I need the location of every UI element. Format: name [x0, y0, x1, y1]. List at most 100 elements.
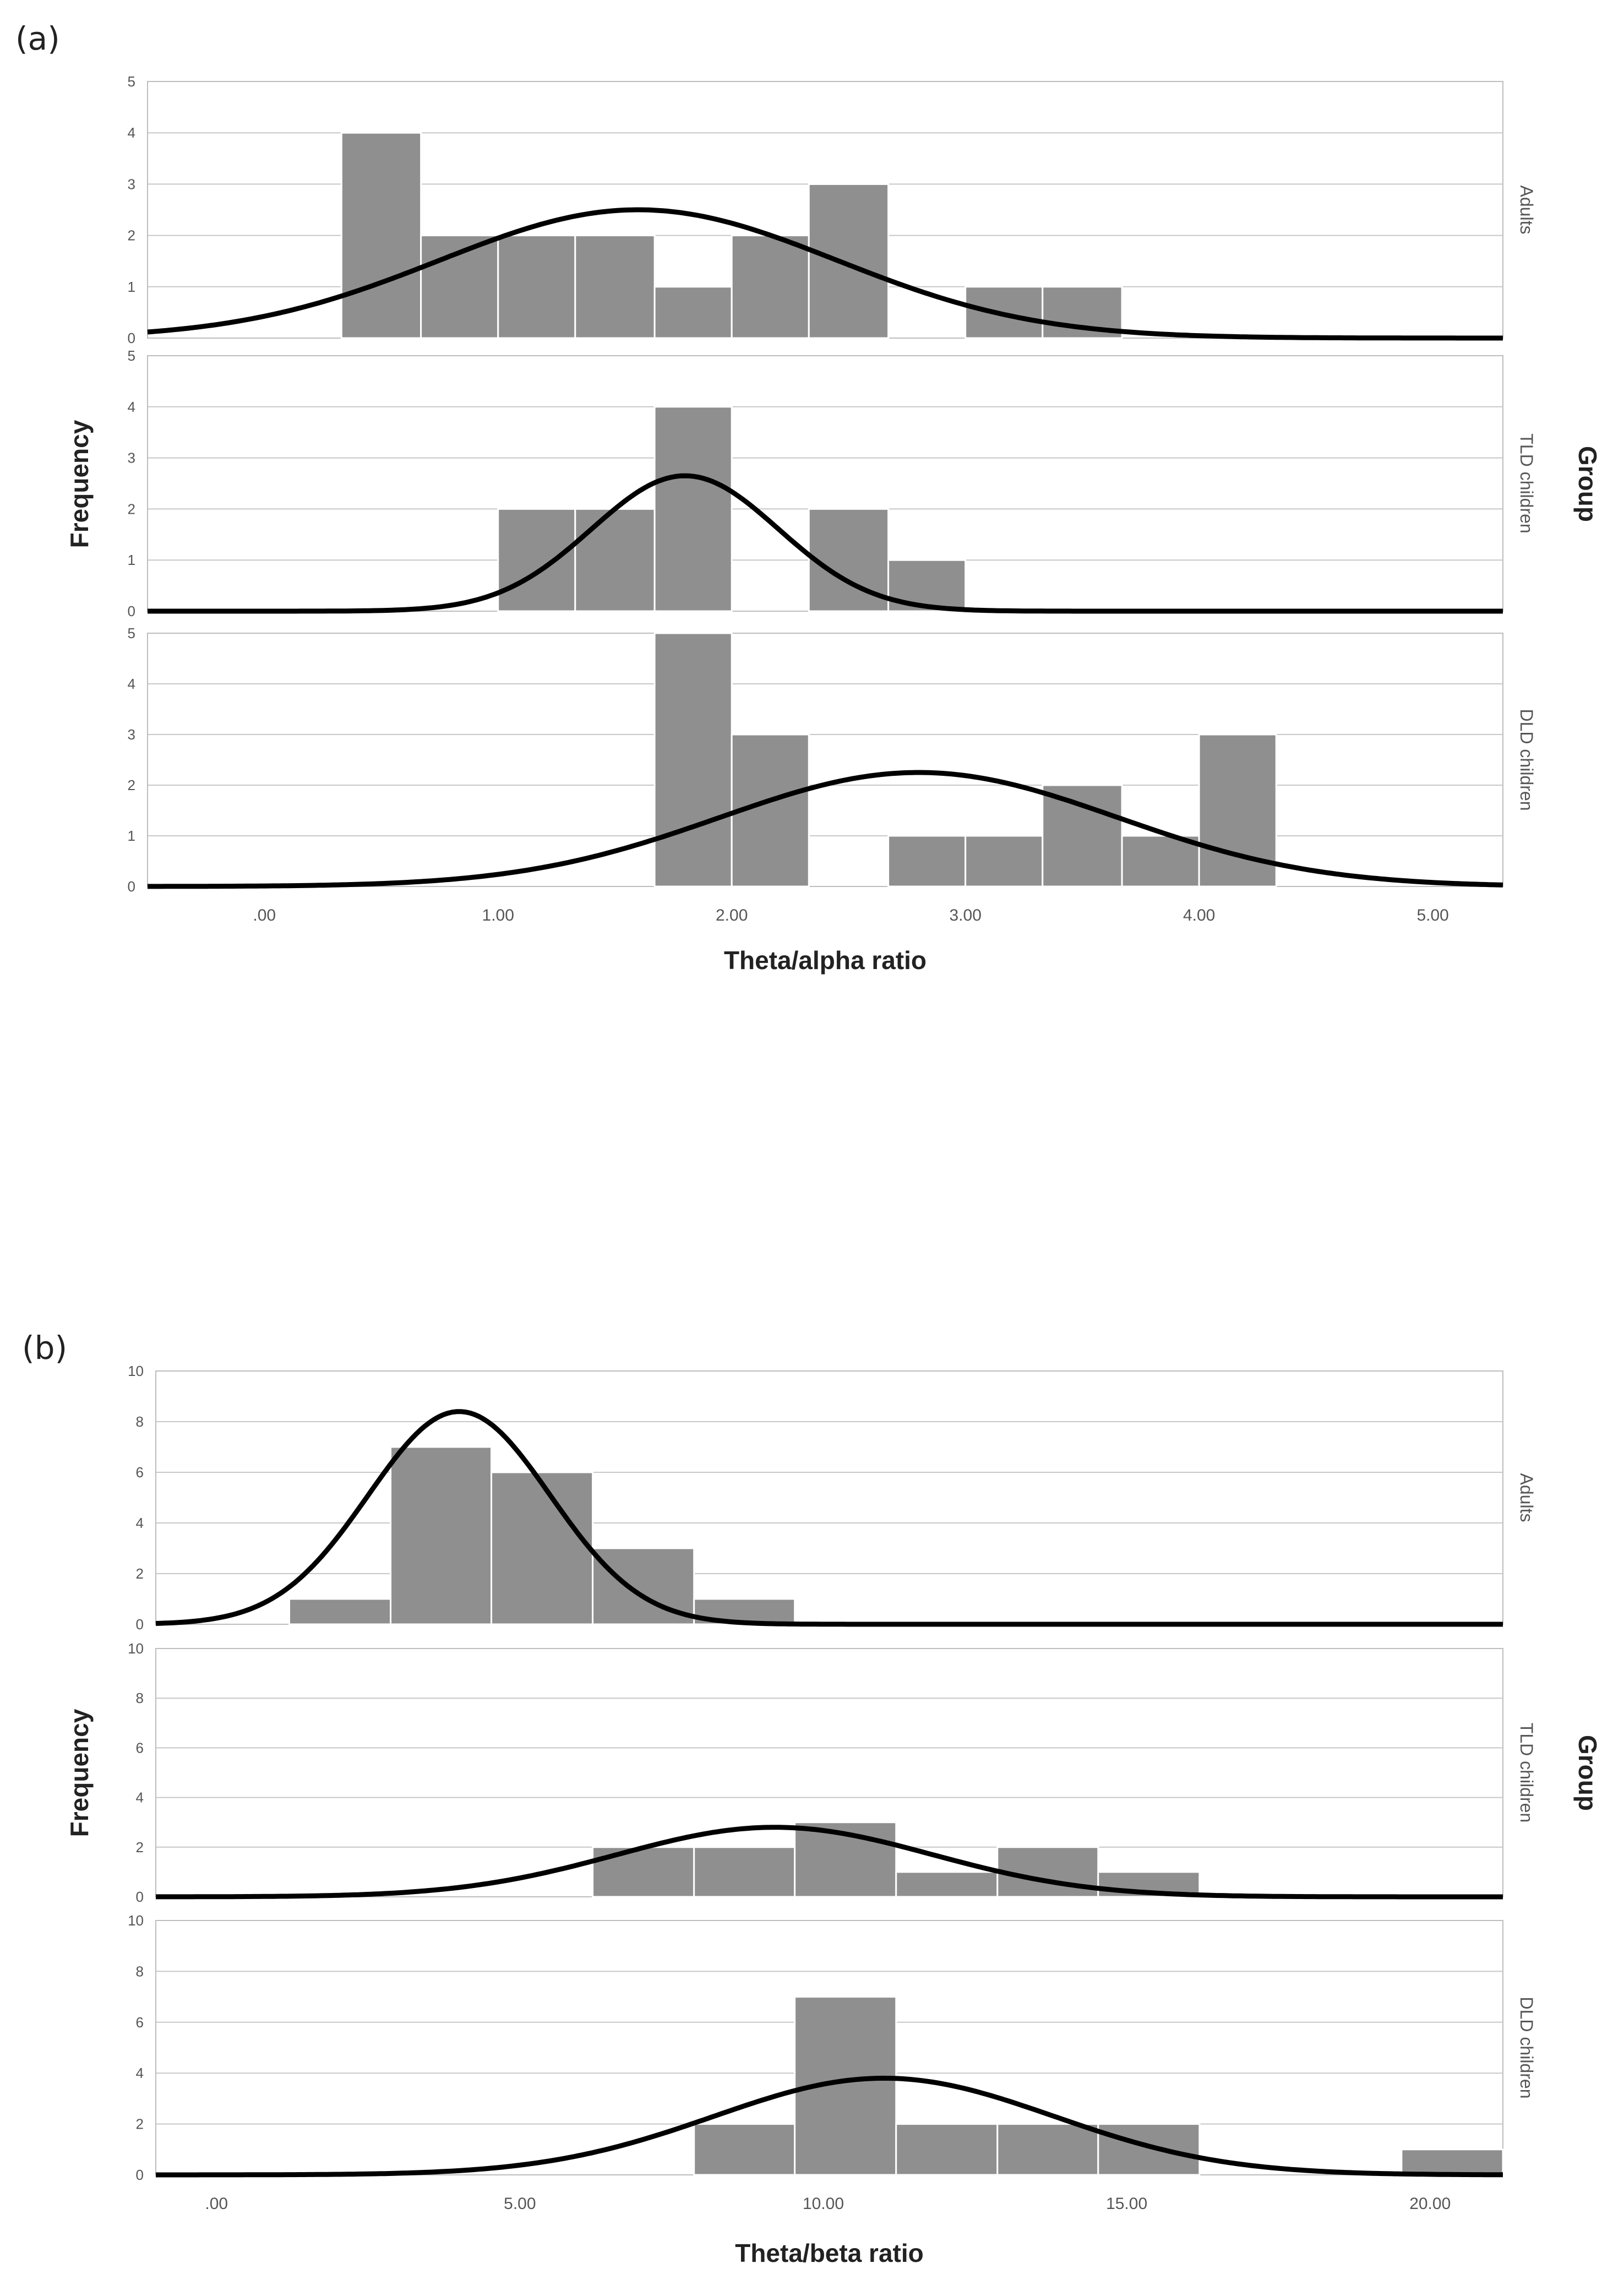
panel-a-chart: (a) 0 1 2 3 4 5 Adults 0 1 2 3 4 5 TLD children 0 1 2 3 4 5 D… [15, 20, 1602, 975]
y-tick-label: 10 [128, 1363, 144, 1379]
y-tick-label: 0 [128, 603, 135, 619]
histogram-bar [491, 1471, 594, 1625]
y-tick-label: 5 [128, 73, 135, 90]
y-tick-label: 6 [136, 1464, 144, 1481]
histogram-bar [1042, 784, 1123, 888]
histogram-bar [887, 835, 967, 888]
x-tick-label: 20.00 [1409, 2195, 1451, 2213]
histogram-bar [653, 632, 733, 888]
x-tick-label: 4.00 [1183, 906, 1215, 924]
panel-b-chart: (b) 0 2 4 6 8 10 Adults 0 2 4 6 8 10 TLD children 0 2 4 6 8… [22, 1329, 1602, 2267]
facet-tld-children: 0 1 2 3 4 5 TLD children [128, 347, 1536, 619]
facet-label: TLD children [1517, 1723, 1536, 1822]
y-tick-label: 2 [128, 777, 135, 793]
x-tick-label: 2.00 [716, 906, 748, 924]
histogram-bar [497, 235, 576, 339]
y-tick-label: 0 [136, 1616, 144, 1633]
group-title: Group [1573, 446, 1602, 522]
normal-curve [148, 770, 1503, 889]
facet-adults: 0 2 4 6 8 10 Adults [128, 1363, 1536, 1633]
y-tick-label: 10 [128, 1640, 144, 1657]
histogram-bar [964, 835, 1044, 888]
facet-label: TLD children [1517, 433, 1536, 533]
panel-label: (b) [22, 1329, 67, 1367]
histogram-bar [996, 2123, 1099, 2176]
histogram-bar [895, 2123, 999, 2176]
y-tick-label: 2 [128, 500, 135, 517]
group-title: Group [1573, 1735, 1602, 1811]
facet-label: DLD children [1517, 1997, 1536, 2099]
histogram-bar [693, 1846, 796, 1898]
y-tick-label: 8 [136, 1413, 144, 1430]
histogram-bar [390, 1446, 493, 1625]
histogram-bar [653, 286, 733, 339]
facet-label: Adults [1517, 186, 1536, 235]
y-tick-label: 10 [128, 1912, 144, 1929]
histogram-bar [574, 508, 656, 612]
histogram-bar [895, 1871, 999, 1898]
y-tick-label: 2 [136, 1839, 144, 1856]
y-tick-label: 1 [128, 828, 135, 844]
normal-curve [147, 207, 1503, 341]
y-axis-title: Frequency [65, 420, 94, 548]
y-tick-label: 4 [136, 1789, 144, 1806]
y-tick-label: 6 [136, 1739, 144, 1756]
facet-dld-children: 0 2 4 6 8 10 DLD children [128, 1912, 1536, 2183]
x-tick-label: .00 [205, 2195, 228, 2213]
y-tick-label: 5 [128, 347, 135, 364]
facet-dld-children: 0 1 2 3 4 5 DLD children [128, 625, 1536, 895]
histogram-bar [497, 508, 576, 612]
y-tick-label: 3 [128, 176, 135, 192]
y-tick-label: 6 [136, 2014, 144, 2031]
y-tick-label: 5 [128, 625, 135, 641]
y-tick-label: 1 [128, 279, 135, 295]
x-tick-label: 1.00 [482, 906, 514, 924]
y-tick-label: 4 [128, 676, 135, 692]
x-tick-label: 10.00 [803, 2195, 844, 2213]
y-tick-label: 8 [136, 1963, 144, 1979]
x-tick-label: 15.00 [1106, 2195, 1147, 2213]
facet-adults: 0 1 2 3 4 5 Adults [128, 73, 1536, 346]
x-tick-label: 5.00 [504, 2195, 536, 2213]
histogram-bar [653, 406, 733, 612]
histogram-bar [731, 235, 810, 339]
normal-curve [156, 1825, 1503, 1900]
y-tick-label: 4 [128, 399, 135, 415]
y-tick-label: 4 [136, 2065, 144, 2081]
y-tick-label: 4 [128, 124, 135, 141]
histogram-bar [288, 1598, 392, 1625]
y-tick-label: 1 [128, 552, 135, 568]
x-tick-label: 3.00 [949, 906, 981, 924]
x-tick-label: .00 [253, 906, 276, 924]
y-tick-label: 3 [128, 450, 135, 466]
y-tick-label: 4 [136, 1515, 144, 1531]
y-tick-label: 3 [128, 726, 135, 743]
facet-tld-children: 0 2 4 6 8 10 TLD children [128, 1640, 1536, 1905]
histogram-bar [340, 132, 422, 339]
x-axis-title: Theta/beta ratio [735, 2239, 924, 2267]
facet-frame [147, 633, 1503, 887]
y-axis-title: Frequency [65, 1709, 94, 1837]
panel-label: (a) [15, 20, 60, 57]
facet-label: DLD children [1517, 709, 1536, 811]
y-tick-label: 2 [136, 1565, 144, 1582]
x-axis-title: Theta/alpha ratio [724, 946, 927, 975]
histogram-bar [1097, 2123, 1201, 2176]
histogram-bar [1400, 2148, 1504, 2176]
y-tick-label: 2 [128, 227, 135, 244]
y-tick-label: 8 [136, 1690, 144, 1706]
normal-curve [148, 473, 1503, 614]
x-tick-label: 5.00 [1416, 906, 1448, 924]
histogram-bar [808, 183, 890, 339]
histogram-bar [574, 235, 656, 339]
y-tick-label: 0 [128, 330, 135, 346]
y-tick-label: 2 [136, 2116, 144, 2132]
normal-curve [155, 1409, 1503, 1627]
y-tick-label: 0 [128, 878, 135, 895]
y-tick-label: 0 [136, 1889, 144, 1905]
facet-label: Adults [1517, 1473, 1536, 1522]
histogram-bar [693, 2123, 796, 2176]
facet-frame [155, 1370, 1503, 1625]
normal-curve [156, 2075, 1503, 2178]
